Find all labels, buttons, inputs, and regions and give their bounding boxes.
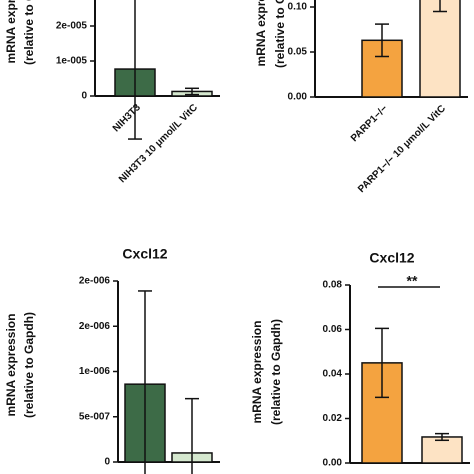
y-axis-label: (relative to Gapdh) bbox=[22, 0, 36, 65]
y-tick-label: 2e-006 bbox=[79, 276, 111, 287]
y-axis-label: mRNA expression bbox=[4, 314, 18, 417]
y-tick-label: 0 bbox=[104, 457, 110, 468]
y-axis-label: mRNA expression bbox=[4, 0, 18, 63]
y-tick-label: 1e-005 bbox=[56, 56, 88, 67]
chart-title: Cxcl12 bbox=[122, 246, 167, 262]
y-axis-label: mRNA expression bbox=[254, 0, 268, 66]
bar bbox=[419, 0, 461, 98]
y-tick-label: 0.08 bbox=[323, 280, 343, 291]
y-tick-label: 0.06 bbox=[323, 324, 343, 335]
y-tick-label: 0.04 bbox=[323, 369, 343, 380]
y-tick-label: 2e-005 bbox=[56, 21, 88, 32]
y-tick-label: 0 bbox=[81, 91, 87, 102]
y-axis-label: (relative to Gapdh) bbox=[22, 312, 36, 418]
y-tick-label: 0.02 bbox=[323, 413, 343, 424]
x-tick-label: PARP1−/− bbox=[349, 103, 390, 144]
y-tick-label: 5e-007 bbox=[79, 411, 111, 422]
y-axis-label: (relative to Gapdh) bbox=[269, 319, 283, 425]
significance-label: ** bbox=[407, 273, 418, 289]
y-tick-label: 0.10 bbox=[288, 2, 308, 13]
bar bbox=[421, 436, 463, 464]
chart-title: Cxcl12 bbox=[369, 250, 414, 266]
y-tick-label: 0.05 bbox=[288, 47, 308, 58]
y-axis-label: mRNA expression bbox=[250, 321, 264, 424]
y-axis-label: (relative to Gapdh) bbox=[273, 0, 287, 68]
x-tick-label: NIH3T3 bbox=[111, 102, 143, 134]
y-tick-label: 1e-006 bbox=[79, 366, 111, 377]
y-tick-label: 0.00 bbox=[323, 458, 343, 469]
y-tick-label: 2e-006 bbox=[79, 321, 111, 332]
y-tick-label: 0.00 bbox=[288, 92, 308, 103]
